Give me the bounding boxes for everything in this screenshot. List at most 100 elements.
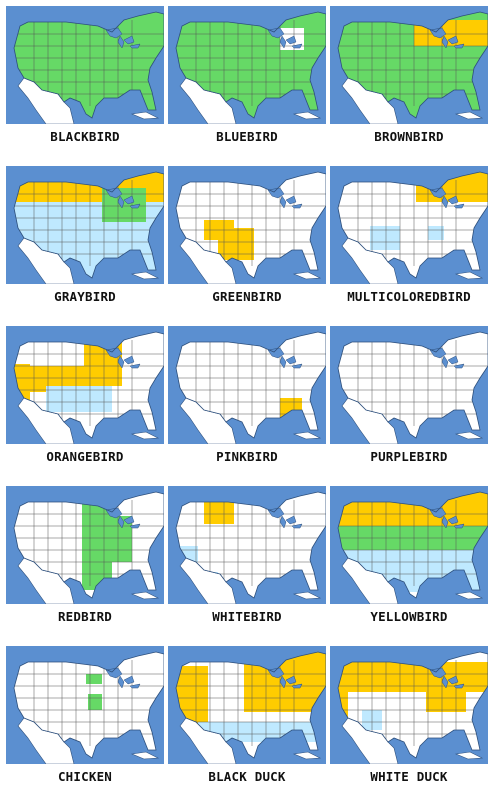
land-mass <box>292 271 322 280</box>
land-mass <box>292 431 322 440</box>
great-lakes <box>267 507 303 529</box>
map-card: BROWNBIRD <box>330 6 488 146</box>
range-highlights <box>338 660 488 746</box>
land-mass <box>454 751 484 760</box>
land-mass <box>454 431 484 440</box>
map-label: YELLOWBIRD <box>370 609 448 624</box>
us-range-map <box>6 166 164 284</box>
great-lakes <box>429 347 465 369</box>
map-label: PINKBIRD <box>216 449 278 464</box>
land-mass <box>292 591 322 600</box>
us-range-map <box>330 326 488 444</box>
us-coastline <box>13 331 164 439</box>
state-borders <box>176 180 326 266</box>
map-card: MULTICOLOREDBIRD <box>330 166 488 306</box>
map-label: REDBIRD <box>57 609 113 624</box>
state-borders <box>176 340 326 426</box>
map-card: YELLOWBIRD <box>330 486 488 626</box>
us-coastline <box>337 11 488 119</box>
us-range-map <box>168 166 326 284</box>
map-label: GRAYBIRD <box>54 289 116 304</box>
map-card: REDBIRD <box>6 486 164 626</box>
range-region <box>370 226 400 250</box>
great-lakes <box>429 187 465 209</box>
map-label: BLACKBIRD <box>50 129 120 144</box>
range-highlights <box>14 500 164 590</box>
land-mass <box>130 271 160 280</box>
range-region <box>428 226 444 240</box>
great-lakes <box>267 187 303 209</box>
us-coastline <box>175 331 326 439</box>
us-range-map <box>330 486 488 604</box>
state-borders <box>176 660 326 746</box>
state-borders <box>176 20 326 106</box>
range-region <box>338 524 488 550</box>
range-region <box>82 500 112 590</box>
us-coastline <box>13 11 164 119</box>
range-highlights <box>176 180 326 266</box>
map-card: BLACKBIRD <box>6 6 164 146</box>
range-region <box>204 502 234 524</box>
us-range-map <box>330 646 488 764</box>
range-region <box>426 686 466 712</box>
great-lakes <box>267 27 303 49</box>
us-coastline <box>175 651 326 759</box>
land-mass <box>130 591 160 600</box>
land-mass <box>454 271 484 280</box>
range-region <box>338 690 348 720</box>
state-borders <box>338 20 488 106</box>
us-coastline <box>337 331 488 439</box>
land-mass <box>130 431 160 440</box>
great-lakes <box>429 27 465 49</box>
state-borders <box>14 660 164 746</box>
land-mass <box>454 591 484 600</box>
state-borders <box>338 660 488 746</box>
us-coastline <box>13 171 164 279</box>
map-card: WHITE DUCK <box>330 646 488 786</box>
map-card: PINKBIRD <box>168 326 326 466</box>
state-borders <box>338 340 488 426</box>
us-coastline <box>337 491 488 599</box>
range-region <box>112 516 132 562</box>
state-borders <box>14 20 164 106</box>
us-range-map <box>330 6 488 124</box>
state-borders <box>14 340 164 426</box>
us-coastline <box>175 171 326 279</box>
great-lakes <box>429 667 465 689</box>
map-card: CHICKEN <box>6 646 164 786</box>
range-region <box>46 386 112 412</box>
great-lakes <box>267 667 303 689</box>
us-range-map <box>6 646 164 764</box>
us-coastline <box>175 491 326 599</box>
range-region <box>86 674 102 684</box>
range-highlights <box>338 340 488 426</box>
us-coastline <box>337 171 488 279</box>
map-card: WHITEBIRD <box>168 486 326 626</box>
map-label: PURPLEBIRD <box>370 449 448 464</box>
great-lakes <box>105 507 141 529</box>
map-label: GREENBIRD <box>212 289 282 304</box>
state-borders <box>176 500 326 586</box>
land-mass <box>292 751 322 760</box>
land-mass <box>454 111 484 120</box>
map-card: PURPLEBIRD <box>330 326 488 466</box>
range-highlights <box>14 660 164 746</box>
us-range-map <box>6 6 164 124</box>
map-label: BLACK DUCK <box>208 769 286 784</box>
map-card: BLACK DUCK <box>168 646 326 786</box>
land-mass <box>130 751 160 760</box>
map-label: ORANGEBIRD <box>46 449 124 464</box>
map-card: GREENBIRD <box>168 166 326 306</box>
state-borders <box>338 180 488 266</box>
map-label: MULTICOLOREDBIRD <box>347 289 471 304</box>
map-label: BLUEBIRD <box>216 129 278 144</box>
map-card: BLUEBIRD <box>168 6 326 146</box>
map-label: CHICKEN <box>57 769 113 784</box>
great-lakes <box>105 187 141 209</box>
us-coastline <box>337 651 488 759</box>
us-range-map <box>168 326 326 444</box>
land-mass <box>292 111 322 120</box>
map-label: WHITE DUCK <box>370 769 448 784</box>
us-range-map <box>6 326 164 444</box>
